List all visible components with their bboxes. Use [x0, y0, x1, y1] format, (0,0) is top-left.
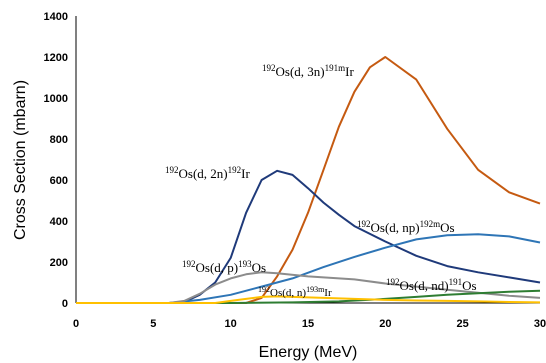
- series-annotation-3: 192Os(d, np)192mOs: [357, 219, 455, 235]
- y-tick-label: 1400: [44, 11, 68, 23]
- x-tick-labels: 0 5 10 15 20 25 30: [73, 318, 546, 330]
- y-tick-label: 200: [50, 257, 68, 269]
- x-tick-label: 15: [302, 318, 314, 330]
- y-tick-label: 600: [50, 175, 68, 187]
- series-annotation-2: 192Os(d, 2n)192Ir: [165, 165, 250, 181]
- x-tick-label: 20: [379, 318, 391, 330]
- series-layer: [76, 56, 541, 304]
- series-line-5: [76, 289, 541, 304]
- x-tick-label: 10: [225, 318, 237, 330]
- x-tick-label: 25: [457, 318, 469, 330]
- series-line-1: [76, 56, 541, 304]
- series-annotations: 192Os(d, 3n)191mIr 192Os(d, 2n)192Ir 192Os…: [165, 63, 477, 299]
- y-tick-label: 1000: [44, 93, 68, 105]
- series-annotation-4: 192Os(d, p)193Os: [182, 259, 266, 275]
- y-tick-label: 0: [62, 298, 68, 310]
- series-annotation-5: 192Os(d, nd)191Os: [386, 277, 477, 293]
- series-annotation-1: 192Os(d, 3n)191mIr: [262, 63, 354, 79]
- y-tick-label: 800: [50, 134, 68, 146]
- series-line-4: [76, 271, 541, 304]
- y-tick-label: 1200: [44, 52, 68, 64]
- x-axis-title: Energy (MeV): [259, 344, 358, 361]
- x-tick-label: 5: [150, 318, 156, 330]
- y-axis-title: Cross Section (mbarn): [12, 80, 29, 240]
- x-tick-label: 30: [534, 318, 546, 330]
- y-tick-labels: 0 200 400 600 800 1000 1200 1400: [44, 11, 68, 310]
- series-line-6: [76, 295, 541, 304]
- series-line-3: [76, 233, 541, 304]
- series-annotation-6: 192Os(d, n)193mIr: [258, 285, 332, 300]
- x-tick-label: 0: [73, 318, 79, 330]
- y-tick-label: 400: [50, 216, 68, 228]
